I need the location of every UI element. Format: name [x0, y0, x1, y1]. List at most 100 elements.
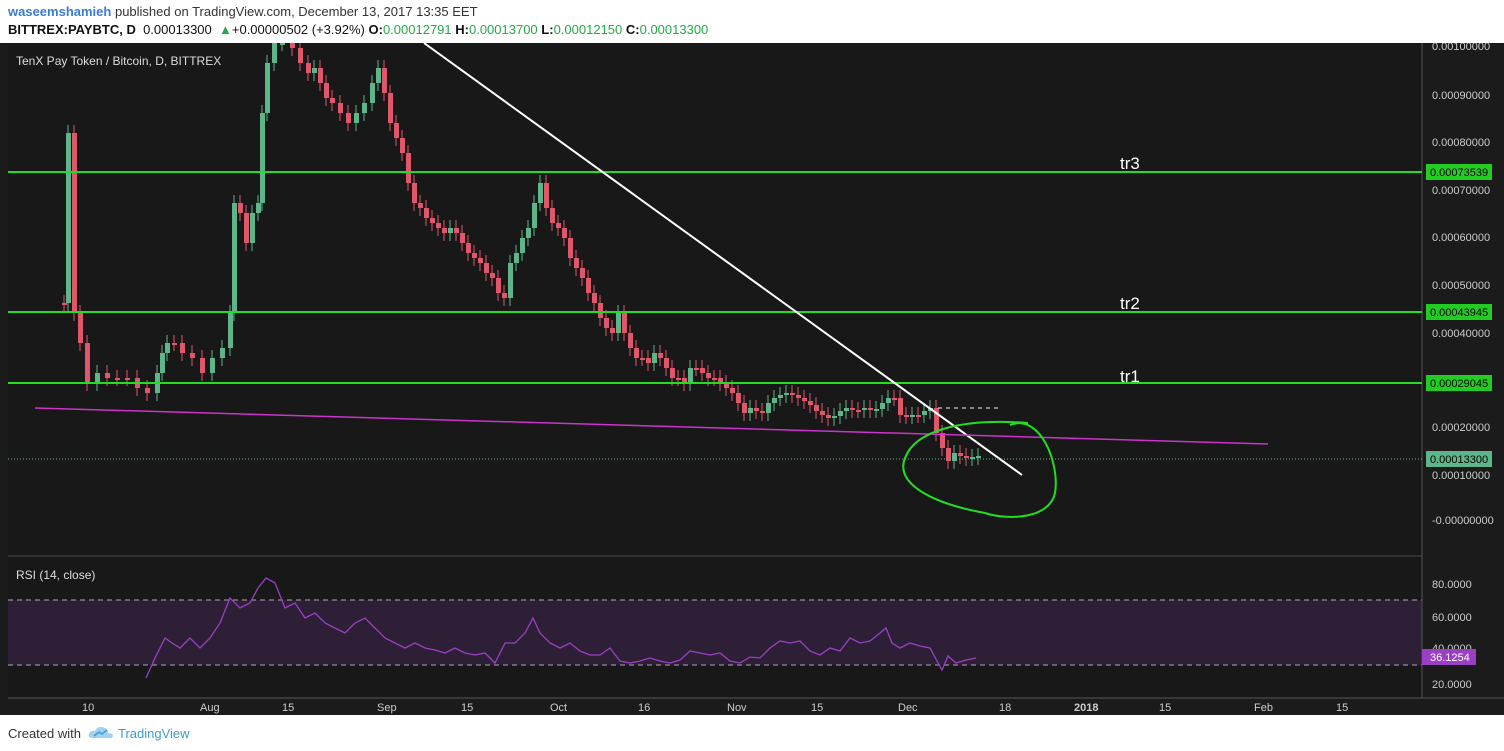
date-tick: 15 [1159, 702, 1171, 714]
price-tick: 0.00090000 [1432, 90, 1490, 102]
candle-body [778, 395, 783, 398]
chart-area[interactable]: tr3 tr2 tr1 TenX Pay Token / Bitcoin, D,… [0, 41, 1504, 715]
candle-body [694, 368, 699, 370]
symbol-label: BITTREX:PAYBTC, D [8, 22, 136, 37]
candle-body [418, 203, 423, 208]
time-axis[interactable]: 10 Aug 15 Sep 15 Oct 16 Nov 15 Dec 18 20… [82, 702, 1348, 714]
level-tag-tr3 [1426, 164, 1492, 180]
level-tag-text: 0.00029045 [1430, 378, 1488, 390]
candle-body [880, 403, 885, 409]
candle-body [125, 378, 130, 380]
published-text: published on TradingView.com, December 1… [114, 4, 478, 19]
candle-body [298, 48, 303, 63]
date-tick: 10 [82, 702, 94, 714]
candle-body [324, 83, 329, 98]
close-label: C: [625, 22, 640, 37]
candle-body [200, 358, 205, 373]
date-tick: 16 [638, 702, 650, 714]
candle-body [460, 233, 465, 243]
candle-body [952, 453, 957, 461]
low-label: L: [541, 22, 554, 37]
publisher-name[interactable]: waseemshamieh [8, 4, 112, 19]
candle-body [338, 103, 343, 113]
candle-body [220, 348, 225, 358]
candle-body [556, 223, 561, 228]
candle-body [424, 208, 429, 218]
date-tick: 15 [461, 702, 473, 714]
candle-body [802, 398, 807, 401]
date-tick: Feb [1254, 702, 1273, 714]
candle-body [790, 393, 795, 395]
candle-body [736, 393, 741, 403]
candle-body [370, 83, 375, 103]
price-tick: 0.00060000 [1432, 232, 1490, 244]
date-tick: Dec [898, 702, 918, 714]
rsi-legend: RSI (14, close) [16, 568, 95, 582]
candle-body [538, 183, 543, 203]
open-value: 0.00012791 [382, 22, 452, 37]
level-tag-tr1 [1426, 375, 1492, 391]
candle-body [105, 373, 110, 378]
candle-body [946, 448, 951, 461]
candle-body [550, 208, 555, 223]
highlight-circle-drawing[interactable] [902, 420, 1057, 518]
candle-body [520, 238, 525, 253]
support-trend-line[interactable] [34, 407, 1269, 445]
chart-svg[interactable]: tr3 tr2 tr1 TenX Pay Token / Bitcoin, D,… [0, 41, 1504, 715]
level-label-tr1: tr1 [1120, 367, 1140, 386]
candle-body [406, 153, 411, 183]
level-tag-tr2 [1426, 304, 1492, 320]
candle-body [922, 411, 927, 415]
candle-body [652, 353, 657, 363]
candle-body [478, 258, 483, 263]
candle-body [490, 273, 495, 278]
candle-body [676, 378, 681, 380]
up-arrow-icon: ▲ [219, 22, 232, 37]
publish-line: waseemshamieh published on TradingView.c… [8, 4, 478, 19]
date-tick: 2018 [1074, 702, 1098, 714]
candle-body [376, 68, 381, 83]
chart-legend: TenX Pay Token / Bitcoin, D, BITTREX [16, 54, 221, 68]
tradingview-link[interactable]: TradingView [118, 726, 190, 741]
candle-body [832, 416, 837, 418]
candle-body [838, 411, 843, 416]
rsi-band-fill [8, 600, 1422, 665]
candle-body [796, 395, 801, 398]
candle-body [62, 303, 67, 305]
candle-body [180, 343, 185, 353]
candle-body [436, 223, 441, 228]
footer: Created with TradingView [0, 715, 1504, 751]
price-pane[interactable] [8, 43, 1422, 555]
candle-body [712, 378, 717, 380]
candle-body [742, 403, 747, 413]
candle-body [514, 253, 519, 263]
candle-body [430, 218, 435, 223]
candle-body [362, 103, 367, 113]
price-tick: 0.00020000 [1432, 422, 1490, 434]
candle-body [508, 263, 513, 298]
candle-body [346, 113, 351, 123]
tradingview-cloud-icon[interactable] [88, 724, 114, 740]
candle-body [886, 398, 891, 403]
candle-body [400, 138, 405, 153]
created-with-text: Created with [8, 726, 81, 741]
candle-body [115, 378, 120, 380]
price-axis[interactable]: 0.00100000 0.00090000 0.00080000 0.00070… [1432, 41, 1494, 527]
candle-body [280, 43, 285, 45]
candle-body [622, 313, 627, 333]
candle-body [502, 293, 507, 298]
price-change: +0.00000502 (+3.92%) [231, 22, 365, 37]
downtrend-line[interactable] [423, 42, 1023, 476]
last-price: 0.00013300 [143, 22, 212, 37]
candle-body [940, 433, 945, 448]
rsi-axis[interactable]: 80.0000 60.0000 40.0000 20.0000 [1432, 579, 1472, 691]
candle-body [330, 98, 335, 103]
candle-body [472, 253, 477, 258]
candle-body [598, 303, 603, 318]
candle-body [850, 408, 855, 410]
candle-body [544, 183, 549, 208]
candle-body [484, 263, 489, 273]
candle-body [66, 133, 71, 303]
close-value: 0.00013300 [639, 22, 709, 37]
candle-body [265, 63, 270, 113]
